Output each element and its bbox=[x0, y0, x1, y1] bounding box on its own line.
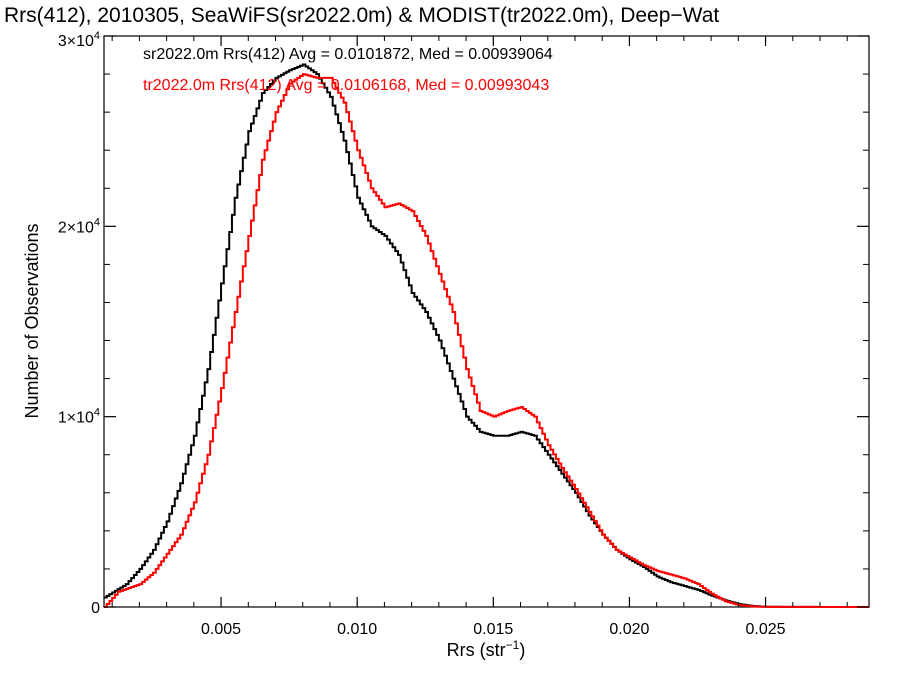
histogram-series-2 bbox=[104, 73, 869, 608]
series-layer bbox=[104, 63, 869, 608]
x-axis-label-unit-exponent: −1 bbox=[506, 638, 520, 652]
y-axis: 0 1×104 2×104 3×104 bbox=[58, 30, 869, 617]
annotations: sr2022.0m Rrs(412) Avg = 0.0101872, Med … bbox=[143, 46, 553, 94]
x-axis-label: Rrs (str−1) bbox=[447, 638, 526, 660]
x-tick-label: 0.020 bbox=[609, 621, 649, 638]
x-tick-label: 0.025 bbox=[746, 621, 786, 638]
x-axis: 0.005 0.010 0.015 0.020 0.025 bbox=[111, 36, 848, 638]
stats-annotation-2: tr2022.0m Rrs(412) Avg = 0.0106168, Med … bbox=[143, 77, 549, 94]
y-tick-label: 2×104 bbox=[58, 216, 100, 236]
y-tick-label: 0 bbox=[91, 600, 100, 617]
histogram-series-1 bbox=[104, 63, 869, 608]
y-axis-label: Number of Observations bbox=[22, 223, 42, 418]
y-tick-label: 3×104 bbox=[58, 30, 100, 50]
chart-title: Rrs(412), 2010305, SeaWiFS(sr2022.0m) & … bbox=[4, 4, 719, 27]
x-tick-label: 0.005 bbox=[201, 621, 241, 638]
y-tick-label: 1×104 bbox=[58, 407, 100, 427]
stats-annotation-1: sr2022.0m Rrs(412) Avg = 0.0101872, Med … bbox=[143, 46, 553, 63]
x-tick-label: 0.015 bbox=[473, 621, 513, 638]
x-tick-label: 0.010 bbox=[337, 621, 377, 638]
plot-frame bbox=[103, 35, 870, 608]
